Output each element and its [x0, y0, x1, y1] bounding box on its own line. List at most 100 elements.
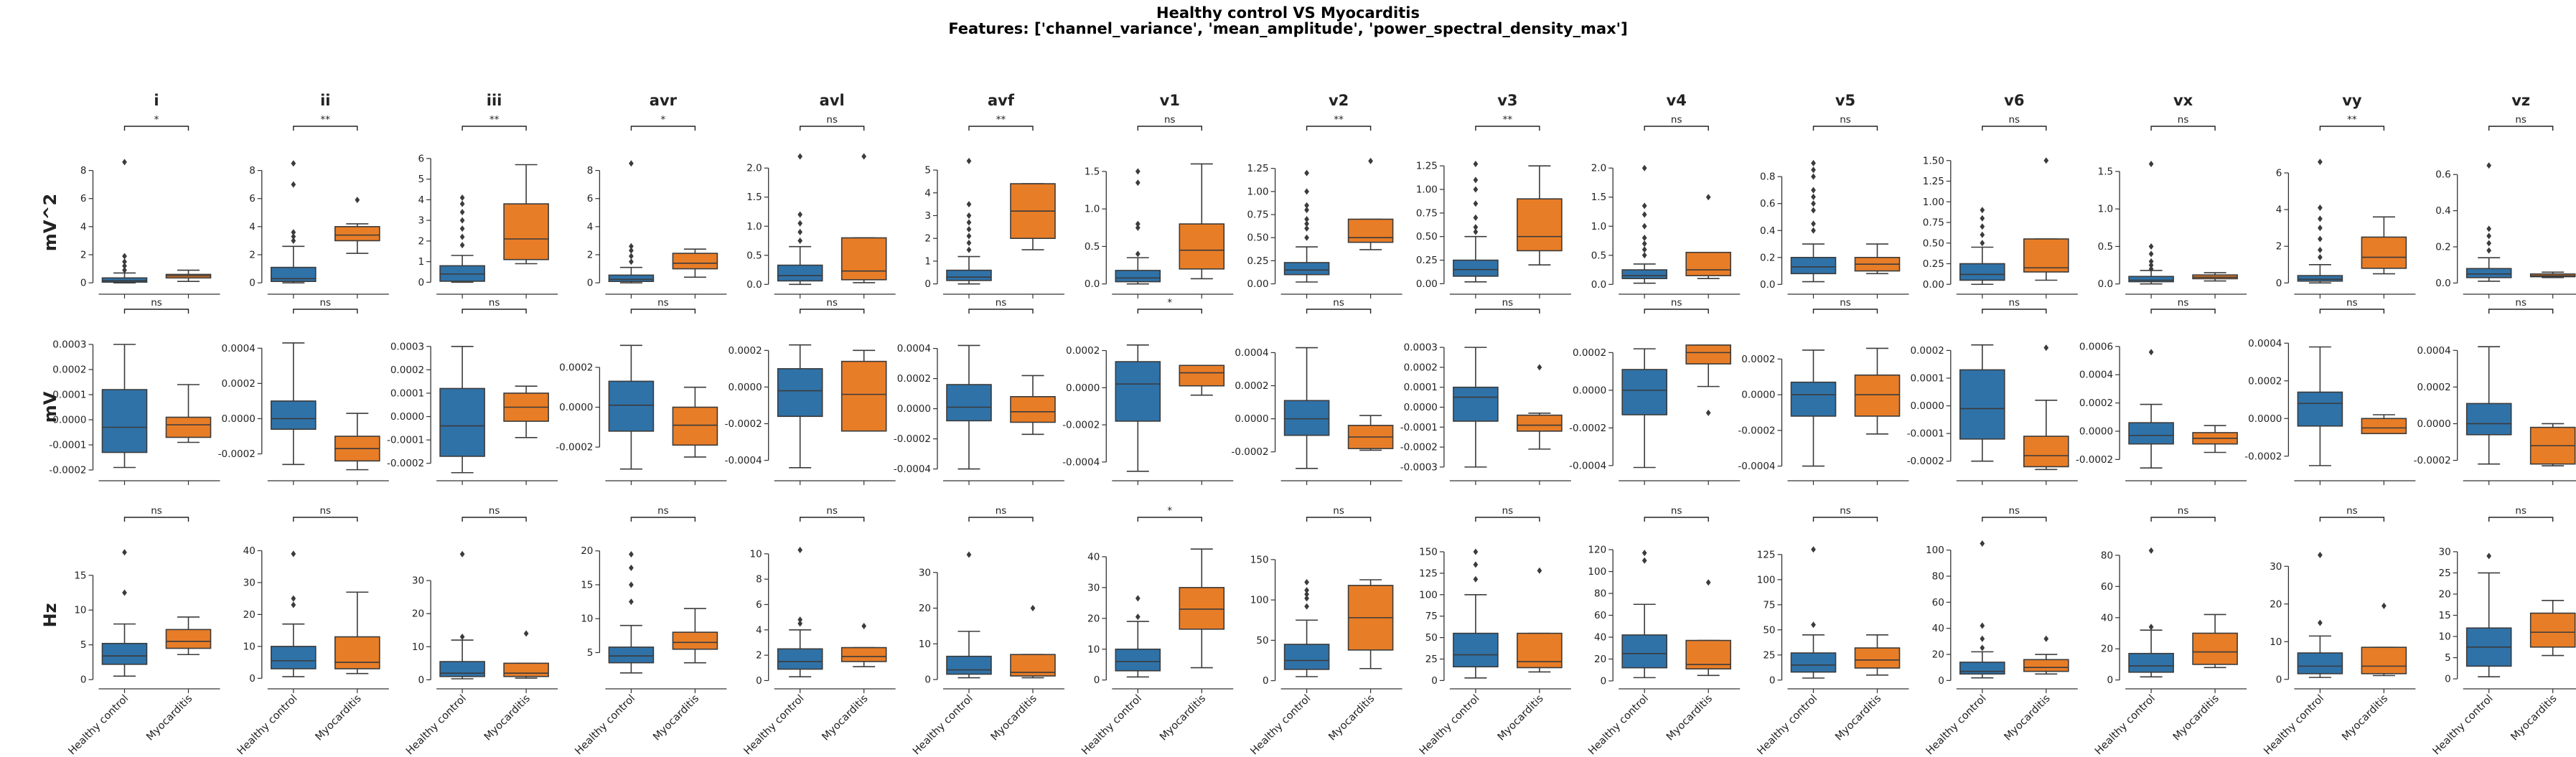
box-healthy-control	[608, 550, 655, 674]
iqr-box	[1621, 269, 1667, 280]
iqr-box	[672, 406, 718, 446]
significance-label: ns	[1671, 505, 1682, 517]
y-tick-label: 4	[418, 194, 425, 206]
y-tick-label: 1.25	[1416, 161, 1438, 172]
y-tick-label: 80	[1594, 588, 1606, 600]
y-tick-label: 0	[80, 674, 87, 686]
iqr-box	[777, 648, 823, 670]
iqr-box	[840, 360, 887, 432]
y-tick-label: -0.0002	[2076, 454, 2113, 466]
outlier-point	[1304, 207, 1309, 214]
outlier-point	[291, 550, 296, 558]
lead-title: vy	[2342, 92, 2362, 109]
significance-label: ns	[826, 297, 838, 309]
significance-bracket	[1475, 517, 1540, 522]
significance-bracket	[293, 517, 358, 522]
iqr-box	[1179, 587, 1225, 630]
panel-iii-row1: iii 0 1 2 3 4 5 6 **	[418, 92, 558, 298]
outlier-point	[797, 620, 803, 627]
outlier-point	[1135, 220, 1141, 227]
y-tick-label: -0.0001	[1400, 422, 1438, 433]
iqr-box	[1283, 644, 1330, 670]
outlier-point	[291, 601, 296, 608]
x-category-label: Healthy control	[1924, 693, 1989, 757]
outlier-point	[629, 253, 634, 260]
box-healthy-control	[1453, 347, 1499, 468]
y-tick-label: 20	[412, 608, 424, 620]
y-tick-label: 0.0000	[222, 413, 256, 425]
y-tick-label: 0.0002	[1573, 347, 1606, 359]
y-tick-label: -0.0002	[2244, 451, 2282, 462]
box-healthy-control	[270, 342, 317, 466]
panel-avl-row3: 0 2 4 6 8 10 ns Healthy control Myocarditis	[742, 505, 896, 757]
significance-bracket	[1306, 517, 1372, 522]
outlier-point	[459, 633, 465, 640]
outlier-point	[2148, 624, 2154, 631]
significance-label: **	[1503, 114, 1513, 126]
y-tick-label: 0.0000	[1911, 400, 1944, 412]
outlier-point	[2318, 246, 2323, 253]
box-myocarditis	[1010, 605, 1056, 679]
y-tick-label: 0.0002	[1911, 345, 1944, 357]
significance-label: ns	[489, 505, 500, 517]
box-healthy-control	[1790, 159, 1837, 283]
y-tick-label: 2	[756, 650, 762, 662]
outlier-point	[1811, 227, 1816, 234]
significance-bracket	[1982, 126, 2047, 131]
y-tick-label: 0.0	[1760, 279, 1775, 291]
x-category-label: Myocarditis	[1158, 693, 1208, 743]
iqr-box	[101, 642, 148, 665]
outlier-point	[2486, 553, 2492, 560]
box-myocarditis	[1685, 579, 1731, 677]
y-tick-label: 0.6	[1760, 198, 1775, 210]
y-tick-label: 80	[1932, 570, 1944, 582]
y-tick-label: 30	[1087, 582, 1100, 593]
lead-title: v6	[2004, 92, 2024, 109]
outlier-point	[122, 549, 127, 556]
y-tick-label: 60	[2101, 581, 2113, 593]
significance-label: *	[661, 114, 666, 126]
y-tick-label: -0.0002	[1231, 446, 1268, 458]
y-tick-label: 0.2	[2435, 242, 2450, 253]
outlier-point	[2148, 243, 2154, 250]
box-myocarditis	[1517, 567, 1563, 673]
outlier-point	[629, 258, 634, 265]
y-tick-label: 60	[1594, 610, 1606, 621]
outlier-point	[2148, 547, 2154, 554]
outlier-point	[2486, 247, 2492, 254]
significance-bracket	[2319, 309, 2385, 314]
outlier-point	[2318, 552, 2323, 558]
significance-label: ns	[996, 505, 1007, 517]
y-tick-label: 1.00	[1416, 184, 1438, 196]
outlier-point	[966, 157, 972, 164]
significance-label: *	[154, 114, 159, 126]
outlier-point	[1304, 202, 1309, 209]
y-tick-label: 8	[249, 165, 256, 177]
outlier-point	[1135, 179, 1141, 187]
y-tick-label: 0.4	[2435, 205, 2450, 217]
iqr-box	[503, 203, 549, 260]
panel-avf-row3: 0 10 20 30 ns Healthy control Myocarditis	[911, 505, 1064, 757]
x-category-label: Healthy control	[1418, 693, 1482, 757]
outlier-point	[2148, 160, 2154, 167]
significance-label: ns	[1840, 297, 1851, 309]
outlier-point	[1641, 222, 1647, 230]
y-tick-label: 0.8	[1760, 171, 1775, 183]
y-tick-label: 0.50	[1416, 231, 1438, 243]
box-healthy-control	[439, 550, 485, 680]
significance-label: ns	[151, 297, 162, 309]
outlier-point	[1537, 567, 1542, 574]
y-tick-label: 0.75	[1247, 210, 1269, 221]
iqr-box	[1283, 400, 1330, 436]
significance-label: ns	[2178, 505, 2189, 517]
y-tick-label: 20	[1087, 613, 1100, 624]
iqr-box	[1959, 263, 2005, 281]
panel-v1-row2: -0.0004 -0.0002 0.0000 0.0002 *	[1062, 297, 1234, 485]
x-category-label: Myocarditis	[2509, 693, 2559, 743]
y-tick-label: 20	[2439, 588, 2451, 600]
significance-bracket	[462, 309, 527, 314]
y-tick-label: 0.25	[1923, 258, 1944, 270]
box-myocarditis	[165, 616, 212, 656]
outlier-point	[1473, 161, 1479, 168]
significance-label: ns	[2009, 114, 2020, 126]
